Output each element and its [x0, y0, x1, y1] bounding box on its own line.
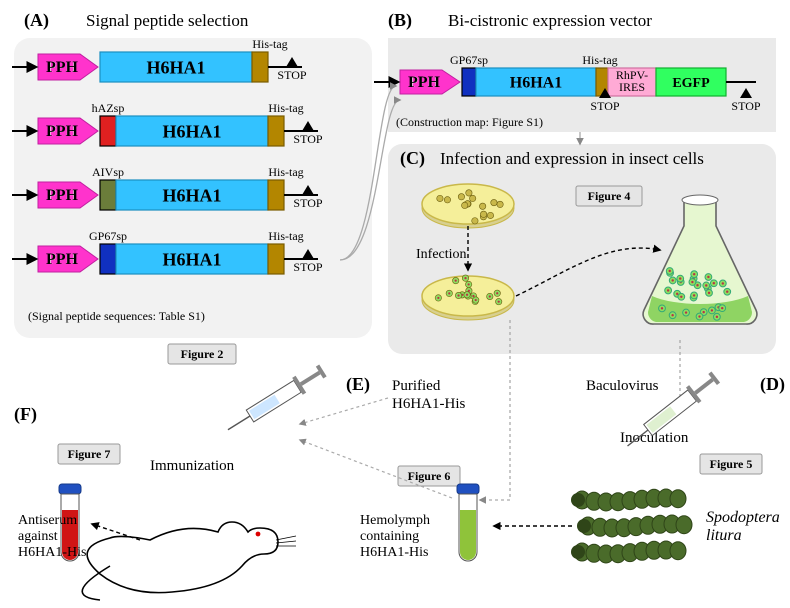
svg-text:His-tag: His-tag [582, 53, 617, 67]
svg-text:Antiserum: Antiserum [18, 513, 77, 528]
svg-text:(C): (C) [400, 148, 425, 169]
panel-b: (B)Bi-cistronic expression vectorPPHPPHG… [374, 10, 776, 132]
svg-text:PPH: PPH [46, 187, 79, 204]
svg-text:GP67sp: GP67sp [450, 53, 488, 67]
svg-text:(E): (E) [346, 374, 370, 395]
svg-text:His-tag: His-tag [268, 229, 303, 243]
svg-text:H6HA1-His: H6HA1-His [360, 545, 428, 560]
svg-text:PPH: PPH [46, 59, 79, 76]
svg-text:hAZsp: hAZsp [92, 101, 125, 115]
svg-text:Figure 5: Figure 5 [710, 457, 753, 471]
svg-text:His-tag: His-tag [252, 37, 287, 51]
panel-e: (E) Purified H6HA1-His Figure 6 Hemolymphcon… [346, 374, 479, 561]
svg-text:H6HA1: H6HA1 [146, 57, 205, 77]
svg-text:(B): (B) [388, 10, 412, 31]
svg-text:H6HA1-His: H6HA1-His [18, 545, 86, 560]
svg-text:PPH: PPH [46, 123, 79, 140]
svg-text:PPH: PPH [46, 251, 79, 268]
svg-text:Figure 2: Figure 2 [181, 347, 224, 361]
svg-text:Figure 6: Figure 6 [408, 469, 451, 483]
svg-text:EGFP: EGFP [672, 76, 710, 91]
svg-text:(D): (D) [760, 374, 785, 395]
svg-text:Figure 7: Figure 7 [68, 447, 111, 461]
svg-text:Baculovirus: Baculovirus [586, 378, 659, 394]
panel-f: (F) Figure 7 Immunization AntiserumagainstH… [14, 362, 328, 600]
svg-text:Bi-cistronic expression vector: Bi-cistronic expression vector [448, 11, 652, 30]
svg-text:Figure 4: Figure 4 [588, 189, 631, 203]
svg-text:Immunization: Immunization [150, 458, 235, 474]
svg-text:H6HA1: H6HA1 [162, 185, 221, 205]
svg-text:against: against [18, 529, 58, 544]
svg-text:(Construction map: Figure S1): (Construction map: Figure S1) [396, 115, 543, 129]
svg-text:AIVsp: AIVsp [92, 165, 124, 179]
panel-a: (A) Signal peptide selection PPH PPH H6HA1 Hi… [12, 10, 372, 364]
svg-text:(F): (F) [14, 404, 37, 425]
svg-text:STOP: STOP [293, 260, 322, 274]
panel-c: (C) Infection and expression in insect ce… [388, 144, 776, 354]
svg-text:GP67sp: GP67sp [89, 229, 127, 243]
svg-text:His-tag: His-tag [268, 101, 303, 115]
svg-text:H6HA1: H6HA1 [162, 249, 221, 269]
svg-text:Purified: Purified [392, 378, 441, 394]
svg-text:Hemolymph: Hemolymph [360, 513, 430, 528]
svg-text:H6HA1: H6HA1 [510, 75, 562, 92]
svg-text:(Signal peptide sequences: Tab: (Signal peptide sequences: Table S1) [28, 309, 205, 323]
svg-text:STOP: STOP [293, 132, 322, 146]
svg-text:litura: litura [706, 527, 742, 544]
svg-text:STOP: STOP [277, 68, 306, 82]
svg-text:STOP: STOP [293, 196, 322, 210]
svg-text:STOP: STOP [731, 99, 760, 113]
svg-text:PPH: PPH [408, 74, 441, 91]
svg-text:IRES: IRES [619, 80, 645, 94]
svg-text:Infection: Infection [416, 247, 467, 262]
svg-text:Signal peptide selection: Signal peptide selection [86, 11, 249, 30]
svg-text:(A): (A) [24, 10, 49, 31]
panel-d: (D)Figure 5InoculationSpodopteralitura [571, 369, 785, 563]
svg-text:Infection and expression in in: Infection and expression in insect cells [440, 149, 704, 168]
svg-text:H6HA1-His: H6HA1-His [392, 396, 465, 412]
svg-text:His-tag: His-tag [268, 165, 303, 179]
svg-text:containing: containing [360, 529, 419, 544]
svg-text:STOP: STOP [590, 99, 619, 113]
svg-text:Spodoptera: Spodoptera [706, 509, 780, 526]
svg-text:H6HA1: H6HA1 [162, 121, 221, 141]
